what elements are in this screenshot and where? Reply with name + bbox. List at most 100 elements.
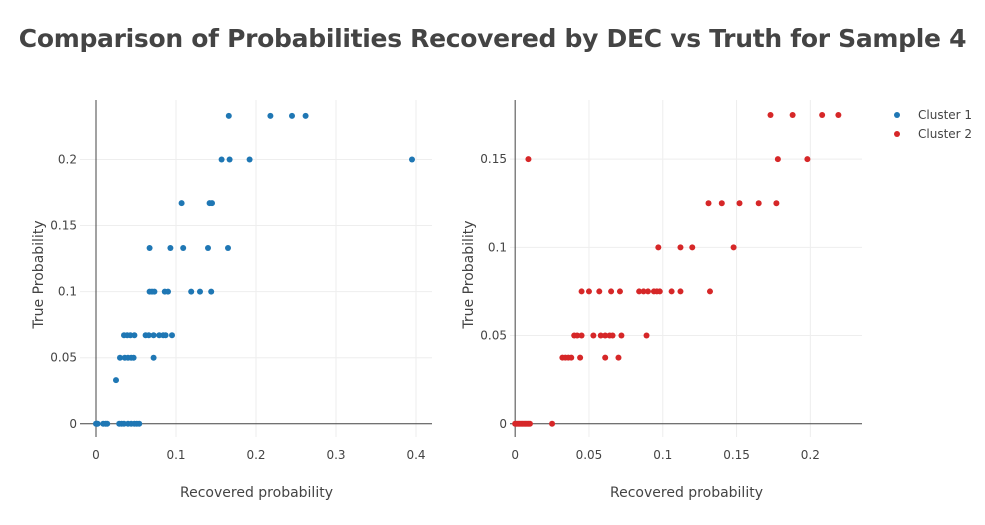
- legend-marker[interactable]: [894, 131, 900, 137]
- scatter-point[interactable]: [146, 245, 153, 252]
- scatter-point[interactable]: [526, 420, 533, 427]
- scatter-point[interactable]: [104, 420, 111, 427]
- scatter-point[interactable]: [804, 156, 811, 163]
- x-tick-label: 0.2: [801, 448, 820, 462]
- scatter-point[interactable]: [225, 112, 232, 119]
- scatter-point[interactable]: [205, 245, 211, 252]
- scatter-point[interactable]: [218, 156, 225, 163]
- scatter-point[interactable]: [130, 354, 137, 361]
- scatter-point[interactable]: [643, 332, 650, 339]
- legend-label[interactable]: Cluster 1: [918, 108, 972, 122]
- scatter-point[interactable]: [209, 200, 215, 207]
- scatter-point[interactable]: [730, 244, 737, 251]
- scatter-point[interactable]: [819, 111, 826, 118]
- scatter-point[interactable]: [668, 288, 675, 295]
- scatter-point[interactable]: [616, 288, 623, 295]
- scatter-point[interactable]: [644, 288, 651, 295]
- scatter-point[interactable]: [636, 288, 643, 295]
- scatter-point[interactable]: [169, 332, 175, 339]
- scatter-point[interactable]: [409, 156, 415, 163]
- y-tick-label: 0: [69, 417, 77, 431]
- x-axis-label: Recovered probability: [610, 485, 763, 501]
- scatter-point[interactable]: [596, 288, 603, 295]
- scatter-point[interactable]: [131, 332, 138, 339]
- scatter-point[interactable]: [640, 288, 647, 295]
- subplot-cluster-2: 0 0.05 0.1 0.15 0.2 0 0.05 0.1 0.15 Recovered pro…: [461, 100, 862, 501]
- y-tick-label: 0.15: [50, 219, 77, 233]
- scatter-point[interactable]: [208, 288, 215, 295]
- y-axis-label: True Probability: [31, 220, 47, 329]
- x-tick-label: 0.05: [576, 448, 603, 462]
- scatter-point[interactable]: [302, 112, 309, 119]
- scatter-point[interactable]: [225, 245, 231, 252]
- scatter-point[interactable]: [113, 377, 119, 384]
- scatter-point[interactable]: [578, 332, 585, 339]
- x-tick-label: 0.1: [653, 448, 672, 462]
- scatter-point[interactable]: [835, 111, 842, 118]
- scatter-point[interactable]: [718, 200, 725, 207]
- scatter-point[interactable]: [180, 245, 187, 252]
- scatter-point[interactable]: [568, 354, 575, 361]
- y-tick-label: 0.15: [480, 152, 507, 166]
- scatter-point[interactable]: [656, 288, 663, 295]
- scatter-point[interactable]: [136, 420, 143, 427]
- scatter-point[interactable]: [689, 244, 696, 251]
- scatter-point[interactable]: [167, 245, 174, 252]
- scatter-point[interactable]: [585, 288, 592, 295]
- scatter-point[interactable]: [577, 354, 584, 361]
- x-tick-label: 0.15: [723, 448, 750, 462]
- scatter-point[interactable]: [549, 420, 556, 427]
- scatter-point[interactable]: [197, 288, 203, 295]
- x-tick-label: 0: [92, 448, 100, 462]
- scatter-point[interactable]: [736, 200, 743, 207]
- scatter-point[interactable]: [525, 156, 532, 163]
- scatter-point[interactable]: [267, 112, 274, 119]
- scatter-point[interactable]: [774, 156, 781, 163]
- scatter-point[interactable]: [609, 332, 616, 339]
- scatter-point[interactable]: [706, 288, 713, 295]
- scatter-point[interactable]: [597, 332, 604, 339]
- scatter-point[interactable]: [602, 332, 609, 339]
- scatter-point[interactable]: [145, 332, 152, 339]
- scatter-point[interactable]: [608, 288, 615, 295]
- scatter-point[interactable]: [602, 354, 609, 361]
- scatter-point[interactable]: [590, 332, 597, 339]
- chart-title: Comparison of Probabilities Recovered by…: [18, 24, 967, 53]
- scatter-point[interactable]: [289, 112, 295, 119]
- scatter-point[interactable]: [655, 244, 662, 251]
- y-tick-label: 0.2: [58, 152, 77, 166]
- scatter-point[interactable]: [94, 420, 101, 427]
- legend-marker[interactable]: [894, 112, 900, 118]
- x-tick-label: 0: [511, 448, 519, 462]
- x-tick-label: 0.4: [406, 448, 425, 462]
- scatter-point[interactable]: [755, 200, 762, 207]
- scatter-point[interactable]: [178, 200, 185, 207]
- legend[interactable]: Cluster 1 Cluster 2: [894, 108, 972, 141]
- scatter-point[interactable]: [677, 288, 684, 295]
- scatter-point[interactable]: [578, 288, 585, 295]
- scatter-point[interactable]: [615, 354, 622, 361]
- y-tick-label: 0.1: [488, 240, 507, 254]
- scatter-point[interactable]: [773, 200, 780, 207]
- scatter-point[interactable]: [165, 288, 171, 295]
- scatter-point[interactable]: [226, 156, 233, 163]
- scatter-point[interactable]: [246, 156, 253, 163]
- scatter-point[interactable]: [188, 288, 195, 295]
- scatter-point[interactable]: [767, 111, 774, 118]
- scatter-point[interactable]: [162, 332, 169, 339]
- scatter-point[interactable]: [150, 354, 157, 361]
- x-axis-label: Recovered probability: [180, 485, 333, 501]
- scatter-point[interactable]: [151, 288, 158, 295]
- scatter-point[interactable]: [618, 332, 625, 339]
- scatter-point[interactable]: [574, 332, 581, 339]
- scatter-point[interactable]: [789, 111, 796, 118]
- x-tick-label: 0.3: [326, 448, 345, 462]
- y-tick-label: 0.1: [58, 285, 77, 299]
- scatter-point[interactable]: [677, 244, 684, 251]
- legend-label[interactable]: Cluster 2: [918, 127, 972, 141]
- scatter-point[interactable]: [150, 332, 157, 339]
- scatter-point[interactable]: [705, 200, 712, 207]
- y-tick-label: 0.05: [480, 329, 507, 343]
- scatter-point[interactable]: [117, 354, 123, 361]
